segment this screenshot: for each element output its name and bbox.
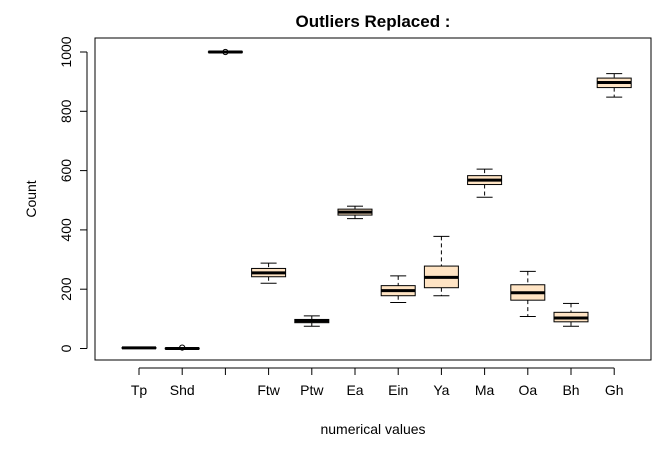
box-ptw: [294, 315, 330, 327]
x-tick-label: Ea: [346, 382, 363, 398]
x-tick-label: Gh: [605, 382, 624, 398]
chart-title: Outliers Replaced :: [296, 12, 451, 31]
x-tick-label: Tp: [131, 382, 148, 398]
box-shd: [164, 344, 200, 351]
x-tick-label: Ya: [433, 382, 449, 398]
outlier-point: [222, 48, 229, 56]
x-tick-label: Ein: [388, 382, 408, 398]
y-axis: 0 200 400 600 800 1000: [58, 36, 88, 352]
x-tick-label: Bh: [562, 382, 579, 398]
x-axis: Tp Shd Ftw Ptw Ea Ein Ya Ma Oa Bh Gh: [131, 367, 624, 398]
y-axis-label: Count: [23, 180, 39, 217]
y-tick-label: 0: [58, 344, 74, 352]
box-ein: [380, 275, 416, 304]
outlier-point: [179, 344, 186, 351]
x-tick-label: Shd: [170, 382, 195, 398]
y-tick-label: 600: [58, 159, 74, 183]
x-tick-label: Ftw: [257, 382, 280, 398]
y-tick-label: 400: [58, 218, 74, 242]
box-ya: [423, 235, 459, 297]
box-gh: [596, 73, 632, 98]
y-tick-label: 1000: [58, 36, 74, 67]
box-series: [121, 48, 632, 351]
box-bh: [553, 302, 589, 327]
plot-frame: [94, 37, 652, 361]
x-tick-label: Ptw: [300, 382, 324, 398]
y-tick-label: 800: [58, 99, 74, 123]
y-tick-label: 200: [58, 277, 74, 301]
x-tick-label: Ma: [475, 382, 495, 398]
box-unlabeled: [207, 48, 243, 56]
x-tick-label: Oa: [518, 382, 537, 398]
x-axis-label: numerical values: [320, 421, 425, 437]
box-oa: [510, 270, 546, 317]
box-ea: [337, 205, 373, 220]
box-ma: [467, 168, 503, 198]
box-tp: [121, 346, 157, 350]
box-ftw: [251, 262, 287, 284]
